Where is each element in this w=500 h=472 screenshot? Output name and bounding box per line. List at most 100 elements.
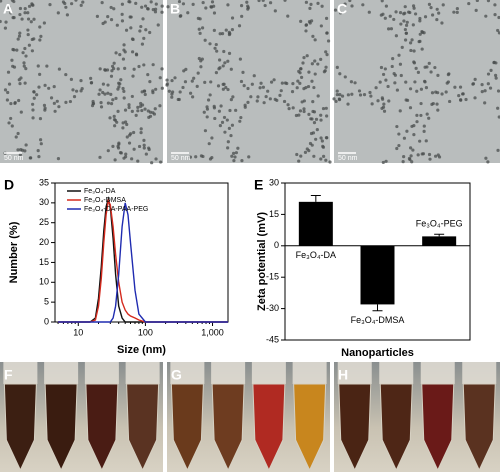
nanoparticle <box>23 11 27 15</box>
nanoparticle <box>338 93 342 97</box>
nanoparticle <box>380 0 384 3</box>
nanoparticle <box>328 160 332 164</box>
nanoparticle <box>130 50 135 54</box>
nanoparticle <box>26 17 31 21</box>
nanoparticle <box>43 83 47 87</box>
nanoparticle <box>269 80 274 84</box>
nanoparticle <box>221 87 225 91</box>
nanoparticle <box>26 32 30 37</box>
tube <box>379 383 413 472</box>
y-tick-label: 0 <box>44 316 49 326</box>
nanoparticle <box>64 72 68 77</box>
nanoparticle <box>61 0 66 4</box>
legend-label: Fe₃O₄-DA <box>84 188 116 195</box>
nanoparticle <box>74 0 78 2</box>
tube-cap <box>420 362 455 384</box>
nanoparticle <box>273 97 277 101</box>
nanoparticle <box>130 94 134 99</box>
nanoparticle <box>238 119 242 123</box>
nanoparticle <box>38 72 42 76</box>
nanoparticle <box>27 43 31 47</box>
nanoparticle <box>139 24 143 29</box>
nanoparticle <box>160 10 164 14</box>
nanoparticle <box>103 92 107 96</box>
y-tick-label: 20 <box>39 237 49 247</box>
nanoparticle <box>32 96 36 100</box>
nanoparticle <box>230 28 235 32</box>
nanoparticle <box>160 86 164 90</box>
y-tick-label: 15 <box>269 209 279 219</box>
nanoparticle <box>26 28 30 32</box>
nanoparticle <box>304 29 308 33</box>
nanoparticle <box>303 150 308 154</box>
nanoparticle <box>243 105 247 109</box>
nanoparticle <box>124 152 128 156</box>
nanoparticle <box>418 139 422 143</box>
nanoparticle <box>415 113 419 117</box>
nanoparticle <box>430 91 435 95</box>
tube-cap <box>379 362 414 384</box>
nanoparticle <box>132 67 136 71</box>
nanoparticle <box>201 154 205 159</box>
nanoparticle <box>209 80 213 84</box>
nanoparticle <box>412 6 416 10</box>
nanoparticle <box>192 76 196 80</box>
nanoparticle <box>310 62 314 66</box>
nanoparticle <box>324 50 328 54</box>
nanoparticle <box>250 82 254 86</box>
nanoparticle <box>101 82 105 86</box>
y-tick-label: 30 <box>269 177 279 187</box>
panel-label: E <box>254 177 263 193</box>
nanoparticle <box>112 114 116 118</box>
nanoparticle <box>197 27 201 31</box>
tube <box>44 383 78 472</box>
nanoparticle <box>419 87 424 91</box>
nanoparticle <box>165 83 169 87</box>
nanoparticle <box>240 14 244 18</box>
panel-label: G <box>171 367 182 383</box>
nanoparticle <box>384 4 388 8</box>
nanoparticle <box>13 101 17 105</box>
error-bar <box>310 195 321 202</box>
y-tick-label: 5 <box>44 297 49 307</box>
nanoparticle <box>411 148 415 152</box>
nanoparticle <box>112 61 116 65</box>
category-label: Fe₃O₄-DMSA <box>351 315 405 325</box>
panel-label: F <box>4 367 13 383</box>
nanoparticle <box>19 76 23 80</box>
nanoparticle <box>427 152 432 157</box>
nanoparticle <box>18 12 22 17</box>
nanoparticle <box>200 57 204 61</box>
nanoparticle <box>31 3 35 7</box>
nanoparticle <box>340 94 345 98</box>
nanoparticle <box>138 29 142 33</box>
nanoparticle <box>119 78 123 82</box>
nanoparticle <box>71 88 75 92</box>
nanoparticle <box>27 4 32 8</box>
nanoparticle <box>97 92 101 96</box>
nanoparticle <box>319 24 323 28</box>
nanoparticle <box>18 153 23 157</box>
nanoparticle <box>74 89 79 93</box>
nanoparticle <box>12 16 16 20</box>
x-axis-label: Size (nm) <box>117 344 166 356</box>
nanoparticle <box>194 155 198 159</box>
panel-label: C <box>337 1 347 17</box>
nanoparticle <box>349 80 354 84</box>
nanoparticle <box>10 58 14 62</box>
nanoparticle <box>0 0 3 3</box>
nanoparticle <box>437 155 442 159</box>
nanoparticle <box>419 113 423 118</box>
nanoparticle <box>208 42 212 46</box>
nanoparticle <box>320 4 324 8</box>
nanoparticle <box>154 87 158 91</box>
nanoparticle <box>239 79 244 84</box>
nanoparticle <box>98 155 102 159</box>
nanoparticle <box>256 95 260 99</box>
nanoparticle <box>325 114 329 118</box>
nanoparticle <box>134 113 138 117</box>
nanoparticle <box>486 160 490 164</box>
nanoparticle <box>52 85 56 89</box>
nanoparticle <box>45 64 49 68</box>
nanoparticle <box>23 46 27 51</box>
